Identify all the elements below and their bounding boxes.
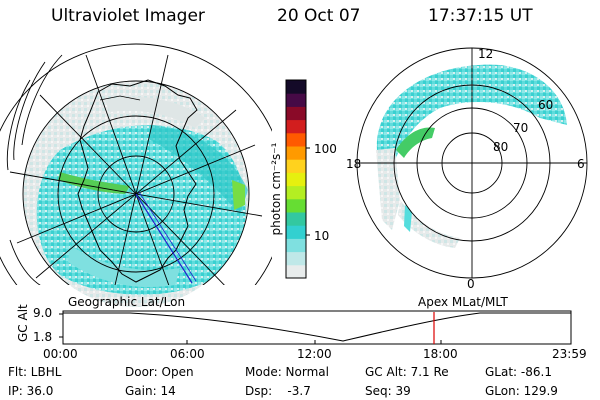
ip-status: IP: 36.0 [8,384,54,398]
timeline-xtick-2359: 23:59 [552,347,587,361]
colorbar-segment [286,264,306,279]
timeline-xtick-0000: 00:00 [43,347,78,361]
colorbar-segment [286,119,306,134]
colorbar-segment [286,146,306,160]
mlt-label-0: 0 [467,277,475,291]
dsp-status: Dsp: -3.7 [245,384,311,398]
timeline-axis-title: GC Alt [16,304,30,342]
colorbar-segment [286,159,306,173]
right-emission-image [376,64,567,248]
mlt-label-12: 12 [478,47,494,61]
colorbar-segment [286,132,306,147]
colorbar-segment [286,106,306,121]
timeline-xtick-1200: 12:00 [297,347,332,361]
door-status: Door: Open [125,365,194,379]
lat-label-80: 80 [493,140,509,154]
observation-date: 20 Oct 07 [277,6,361,26]
lat-label-70: 70 [513,121,529,135]
left-panel-label: Geographic Lat/Lon [68,295,186,309]
colorbar [285,79,310,279]
mode-status: Mode: Normal [245,365,329,379]
colorbar-segment [286,185,306,200]
timeline-xtick-1800: 18:00 [423,347,458,361]
altitude-timeline [59,310,572,345]
altitude-curve [63,312,571,342]
colorbar-frame [285,79,307,279]
colorbar-segment [286,251,306,266]
mlt-label-6: 6 [577,157,585,171]
timeline-xtick-0600: 06:00 [170,347,205,361]
geographic-map-panel [0,43,272,307]
seq-status: Seq: 39 [365,384,411,398]
gc-alt-status: GC Alt: 7.1 Re [365,365,449,379]
colorbar-segment [286,80,306,94]
observation-time: 17:37:15 UT [428,6,533,26]
magnetic-map-panel [356,47,588,279]
satellite-track [135,193,193,284]
timeline-ytick-1-8: 1.8 [33,330,53,344]
right-panel-label: Apex MLat/MLT [418,295,508,309]
filter-status: Flt: LBHL [8,365,62,379]
colorbar-segment [286,93,306,107]
colorbar-segment [286,198,306,213]
colorbar-segment [286,238,306,253]
glon-status: GLon: 129.9 [485,384,558,398]
timeline-ticks [59,313,442,344]
mlt-label-18: 18 [346,157,362,171]
colorbar-segment [286,212,306,226]
app-title: Ultraviolet Imager [51,6,205,26]
lat-label-60: 60 [538,98,554,112]
colorbar-segment [286,172,306,187]
colorbar-tick-100: 100 [314,142,337,156]
gain-status: Gain: 14 [125,384,176,398]
mlat-mlt-grid [356,47,588,279]
colorbar-segment [286,225,306,239]
glat-status: GLat: -86.1 [485,365,552,379]
timeline-ytick-9: 9.0 [33,306,53,320]
colorbar-tick-10: 10 [314,229,330,243]
colorbar-unit-label: photon cm⁻²s⁻¹ [269,142,283,236]
